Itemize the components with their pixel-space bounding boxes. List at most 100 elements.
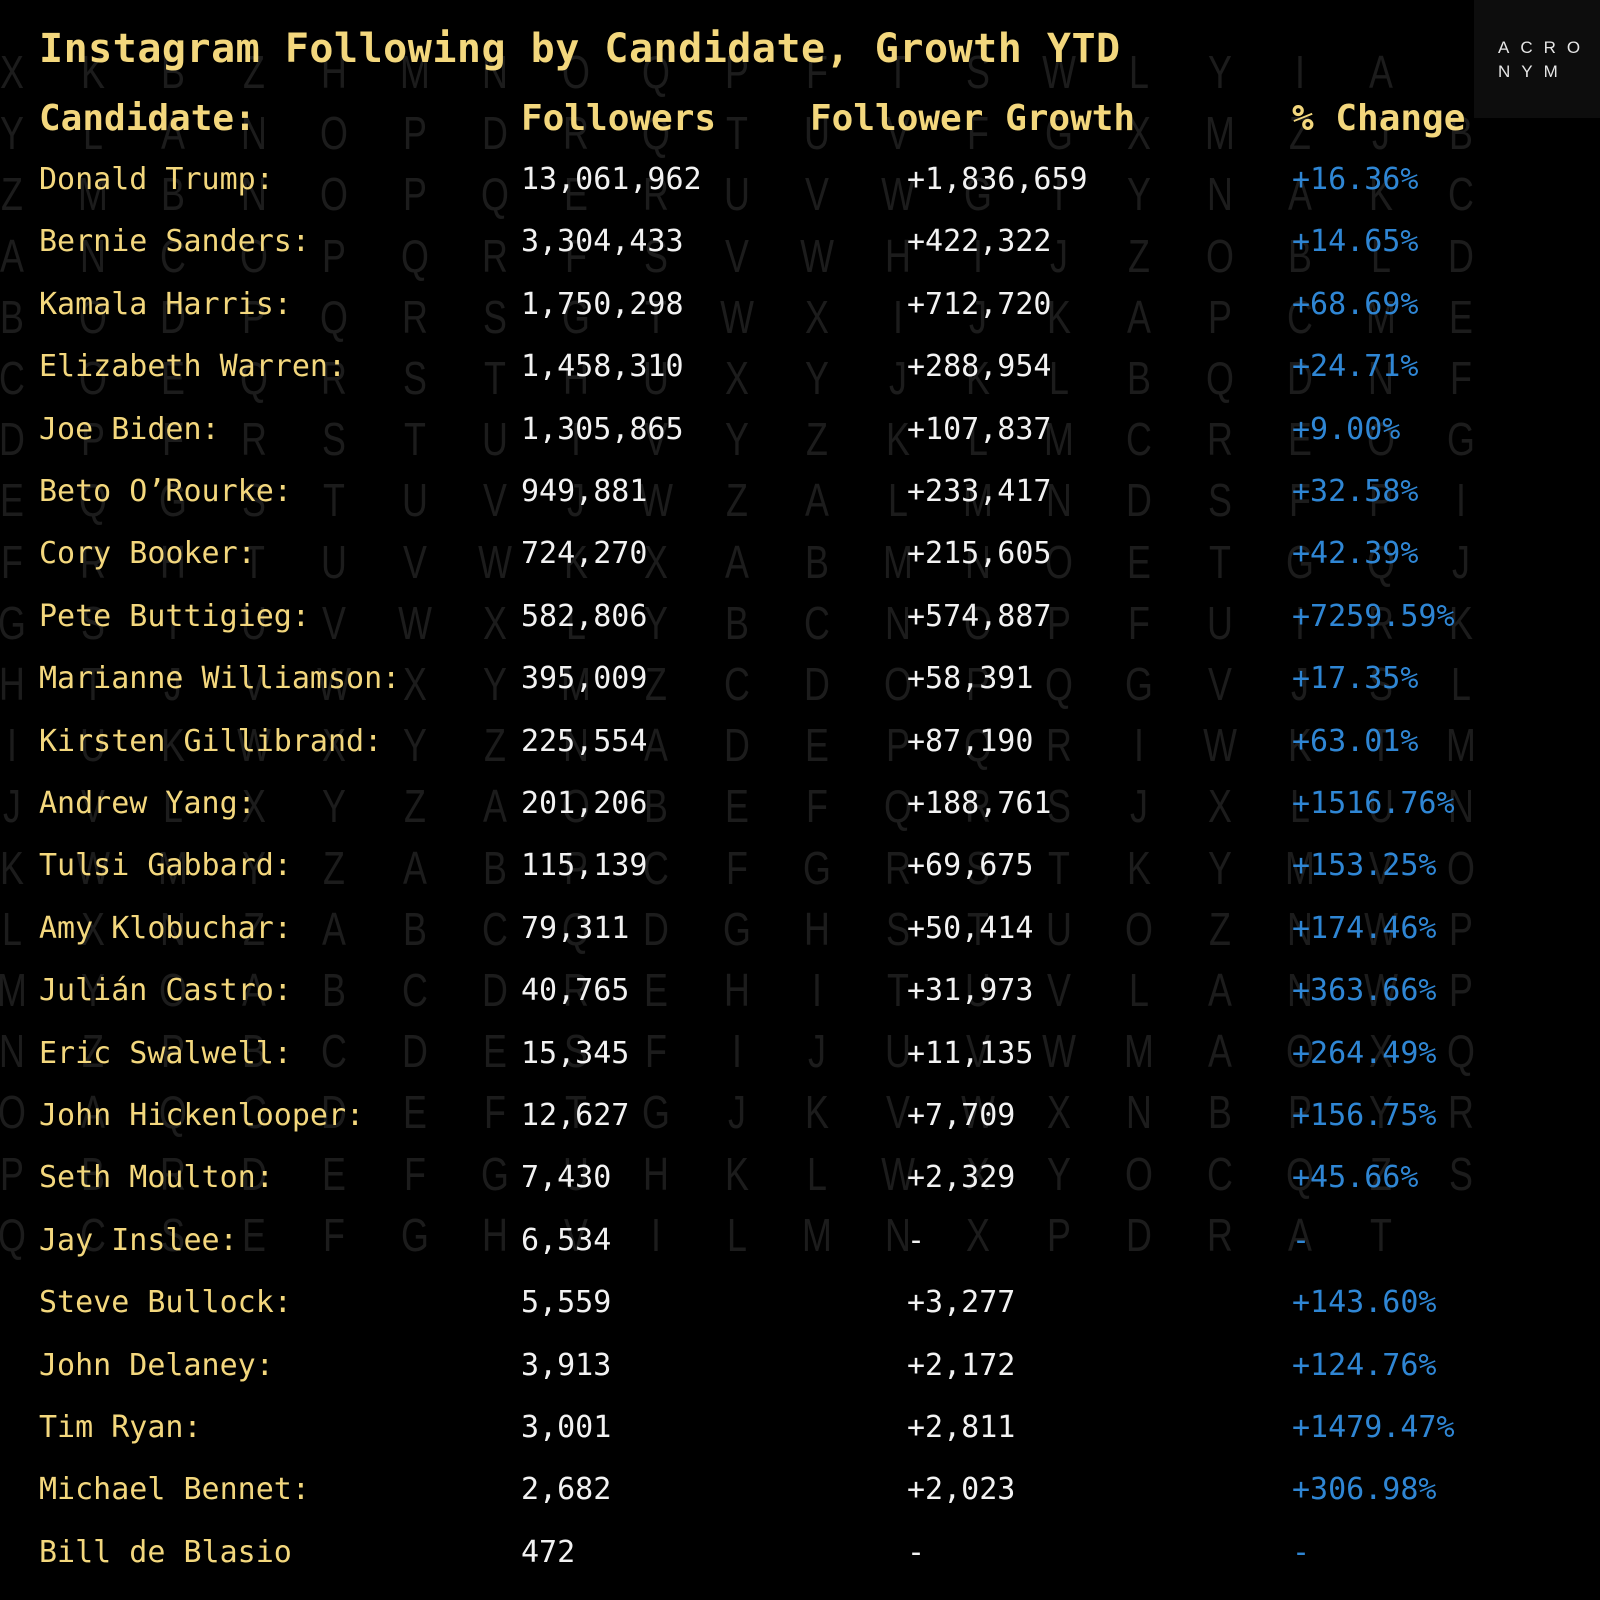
candidate-name: John Hickenlooper: xyxy=(39,1098,365,1133)
candidate-name: Eric Swalwell: xyxy=(39,1035,292,1071)
followers-count: 5,559 xyxy=(521,1285,612,1321)
table-row: Tulsi Gabbard: 115,139 +69,675 +153.25% xyxy=(0,851,1600,913)
followers-count: 1,305,865 xyxy=(521,411,684,447)
table-row: Michael Bennet: 2,682 +2,023 +306.98% xyxy=(0,1475,1600,1537)
follower-growth: +7,709 xyxy=(907,1098,1016,1133)
table-row: Andrew Yang: 201,206 +188,761 +1516.76% xyxy=(0,789,1600,851)
header-followers: Followers xyxy=(521,98,717,139)
candidate-name: Pete Buttigieg: xyxy=(39,598,310,634)
table-row: Bernie Sanders: 3,304,433 +422,322 +14.65% xyxy=(0,227,1600,289)
followers-count: 201,206 xyxy=(521,786,648,821)
percent-change: +45.66% xyxy=(1292,1160,1419,1196)
percent-change: +17.35% xyxy=(1292,661,1419,697)
percent-change: +1516.76% xyxy=(1292,786,1455,821)
percent-change: +124.76% xyxy=(1292,1347,1437,1383)
percent-change: +32.58% xyxy=(1292,474,1419,509)
table-row: Cory Booker: 724,270 +215,605 +42.39% xyxy=(0,539,1600,601)
table-row: Elizabeth Warren: 1,458,310 +288,954 +24.71… xyxy=(0,352,1600,414)
logo-line-1: ACRO xyxy=(1498,38,1592,57)
candidate-name: Tim Ryan: xyxy=(39,1410,202,1445)
percent-change: - xyxy=(1292,1222,1311,1258)
percent-change: +16.36% xyxy=(1292,162,1419,197)
percent-change: +63.01% xyxy=(1292,723,1419,759)
table-row: Eric Swalwell: 15,345 +11,135 +264.49% xyxy=(0,1035,1600,1101)
table-row: Kamala Harris: 1,750,298 +712,720 +68.69% xyxy=(0,286,1600,352)
followers-count: 472 xyxy=(521,1534,576,1570)
follower-growth: +1,836,659 xyxy=(907,162,1088,197)
followers-count: 724,270 xyxy=(521,536,648,572)
candidate-name: Elizabeth Warren: xyxy=(39,349,347,385)
followers-count: 15,345 xyxy=(521,1035,630,1071)
table-row: Pete Buttigieg: 582,806 +574,887 +7259.59% xyxy=(0,598,1600,664)
followers-count: 40,765 xyxy=(521,973,630,1009)
candidate-name: Kirsten Gillibrand: xyxy=(39,723,383,759)
candidate-name: Jay Inslee: xyxy=(39,1222,238,1258)
follower-growth: +31,973 xyxy=(907,973,1034,1009)
table-row: Steve Bullock: 5,559 +3,277 +143.60% xyxy=(0,1288,1600,1350)
follower-growth: +422,322 xyxy=(907,224,1052,260)
candidate-name: Bernie Sanders: xyxy=(39,224,310,260)
percent-change: +68.69% xyxy=(1292,286,1419,322)
followers-count: 949,881 xyxy=(521,474,648,509)
follower-growth: +69,675 xyxy=(907,848,1034,884)
candidate-name: Bill de Blasio xyxy=(39,1534,292,1570)
candidate-name: Seth Moulton: xyxy=(39,1160,274,1196)
candidate-name: Joe Biden: xyxy=(39,411,220,447)
page-title: Instagram Following by Candidate, Growth… xyxy=(39,26,1121,72)
table-row: Seth Moulton: 7,430 +2,329 +45.66% xyxy=(0,1163,1600,1225)
follower-growth: +3,277 xyxy=(907,1285,1016,1321)
follower-growth: +58,391 xyxy=(907,661,1034,697)
candidate-name: Tulsi Gabbard: xyxy=(39,848,292,884)
acronym-logo: ACRO NYM xyxy=(1474,0,1600,118)
followers-count: 115,139 xyxy=(521,848,648,884)
follower-growth: +2,172 xyxy=(907,1347,1016,1383)
percent-change: - xyxy=(1292,1534,1311,1570)
followers-count: 3,001 xyxy=(521,1410,612,1445)
followers-count: 6,534 xyxy=(521,1222,612,1258)
table-row: Tim Ryan: 3,001 +2,811 +1479.47% xyxy=(0,1413,1600,1475)
follower-growth: - xyxy=(907,1222,926,1258)
candidate-name: Michael Bennet: xyxy=(39,1472,310,1508)
table-row: Amy Klobuchar: 79,311 +50,414 +174.46% xyxy=(0,910,1600,976)
percent-change: +14.65% xyxy=(1292,224,1419,260)
header-candidate: Candidate: xyxy=(39,98,256,139)
candidate-name: Kamala Harris: xyxy=(39,286,292,322)
percent-change: +306.98% xyxy=(1292,1472,1437,1508)
table-row: Julián Castro: 40,765 +31,973 +363.66% xyxy=(0,976,1600,1038)
follower-growth: +574,887 xyxy=(907,598,1052,634)
followers-count: 2,682 xyxy=(521,1472,612,1508)
followers-count: 1,458,310 xyxy=(521,349,684,385)
followers-count: 3,304,433 xyxy=(521,224,684,260)
percent-change: +24.71% xyxy=(1292,349,1419,385)
follower-growth: +50,414 xyxy=(907,910,1034,946)
candidate-name: Andrew Yang: xyxy=(39,786,256,821)
percent-change: +7259.59% xyxy=(1292,598,1455,634)
percent-change: +156.75% xyxy=(1292,1098,1437,1133)
candidate-name: Cory Booker: xyxy=(39,536,256,572)
follower-growth: +188,761 xyxy=(907,786,1052,821)
table-row: Marianne Williamson: 395,009 +58,391 +17.35… xyxy=(0,664,1600,726)
followers-count: 582,806 xyxy=(521,598,648,634)
table-row: Joe Biden: 1,305,865 +107,837 +9.00% xyxy=(0,411,1600,477)
percent-change: +264.49% xyxy=(1292,1035,1437,1071)
followers-count: 395,009 xyxy=(521,661,648,697)
followers-count: 225,554 xyxy=(521,723,648,759)
candidate-name: John Delaney: xyxy=(39,1347,274,1383)
candidate-name: Julián Castro: xyxy=(39,973,292,1009)
followers-count: 79,311 xyxy=(521,910,630,946)
percent-change: +143.60% xyxy=(1292,1285,1437,1321)
follower-growth: +87,190 xyxy=(907,723,1034,759)
logo-line-2: NYM xyxy=(1498,62,1569,81)
table-row: Beto O’Rourke: 949,881 +233,417 +32.58% xyxy=(0,477,1600,539)
follower-growth: +2,811 xyxy=(907,1410,1016,1445)
table-row: Bill de Blasio 472 - - xyxy=(0,1534,1600,1600)
percent-change: +1479.47% xyxy=(1292,1410,1455,1445)
header-percent-change: % Change xyxy=(1292,98,1466,139)
follower-growth: - xyxy=(907,1534,926,1570)
followers-count: 1,750,298 xyxy=(521,286,684,322)
follower-growth: +215,605 xyxy=(907,536,1052,572)
table-row: John Delaney: 3,913 +2,172 +124.76% xyxy=(0,1347,1600,1413)
percent-change: +174.46% xyxy=(1292,910,1437,946)
follower-growth: +2,329 xyxy=(907,1160,1016,1196)
